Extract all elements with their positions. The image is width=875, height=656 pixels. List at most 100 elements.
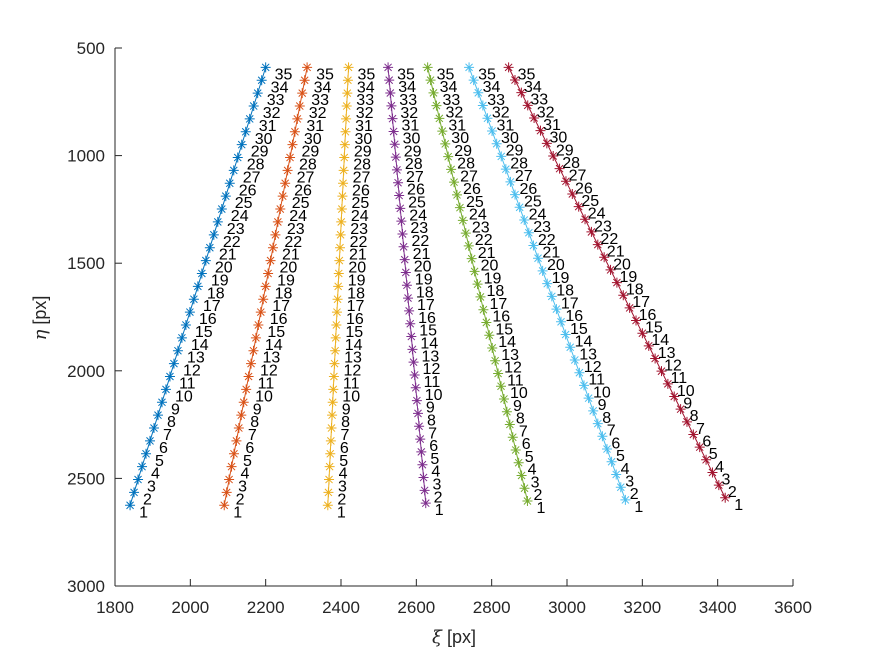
point-label: 16	[270, 311, 288, 328]
data-point	[605, 264, 616, 275]
y-tick-label: 1500	[67, 254, 105, 273]
data-point	[487, 342, 498, 353]
point-label: 32	[492, 105, 510, 122]
data-point	[469, 266, 480, 277]
point-label: 35	[316, 66, 334, 83]
data-point	[475, 291, 486, 302]
point-label: 17	[347, 298, 365, 315]
point-label: 24	[529, 206, 547, 223]
data-point	[322, 500, 333, 511]
data-point	[397, 228, 408, 239]
point-label: 24	[588, 206, 606, 223]
data-point	[335, 229, 346, 240]
data-point	[243, 371, 254, 382]
data-point	[513, 457, 524, 468]
series-2	[219, 62, 313, 511]
data-point	[516, 87, 527, 98]
point-label: 1	[734, 497, 743, 514]
series-layer	[125, 62, 731, 511]
data-point	[573, 201, 584, 212]
data-point	[586, 226, 597, 237]
point-label: 26	[239, 182, 257, 199]
data-point	[238, 397, 249, 408]
point-label: 31	[448, 117, 466, 134]
data-point	[341, 113, 352, 124]
x-axis-symbol: ξ	[432, 627, 443, 648]
data-point	[240, 126, 251, 137]
point-label: 13	[344, 350, 362, 367]
point-label: 7	[340, 427, 349, 444]
point-label: 32	[309, 105, 327, 122]
x-tick-label: 3200	[623, 598, 661, 617]
point-label: 30	[403, 130, 421, 147]
point-label: 13	[262, 350, 280, 367]
point-label: 19	[348, 272, 366, 289]
point-label: 8	[250, 414, 259, 431]
data-point	[226, 461, 237, 472]
data-point	[501, 406, 512, 417]
data-point	[522, 495, 533, 506]
point-label: 4	[339, 466, 348, 483]
point-label: 24	[409, 207, 427, 224]
data-point	[324, 474, 335, 485]
point-label: 7	[607, 423, 616, 440]
point-label: 31	[543, 117, 561, 134]
point-label: 26	[407, 182, 425, 199]
point-label: 23	[227, 221, 245, 238]
point-label: 35	[275, 66, 293, 83]
series-7	[503, 62, 731, 503]
series-1	[125, 62, 271, 511]
point-label: 2	[337, 491, 346, 508]
point-label: 33	[530, 92, 548, 109]
data-point	[337, 191, 348, 202]
data-point	[411, 395, 422, 406]
point-label: 9	[253, 401, 262, 418]
point-label: 31	[402, 118, 420, 135]
data-point	[422, 62, 433, 73]
data-point	[599, 252, 610, 263]
point-label: 5	[243, 453, 252, 470]
point-labels-layer: 1234567891011121314151617181920212223242…	[139, 66, 743, 521]
data-point	[618, 290, 629, 301]
data-point	[265, 255, 276, 266]
data-point	[325, 435, 336, 446]
data-point	[401, 280, 412, 291]
point-label: 3	[721, 471, 730, 488]
point-label: 14	[498, 334, 516, 351]
point-label: 30	[501, 130, 519, 147]
point-label: 21	[282, 247, 300, 264]
data-point	[551, 304, 562, 315]
point-label: 12	[504, 360, 522, 377]
data-point	[507, 432, 518, 443]
data-point	[707, 467, 718, 478]
point-label: 19	[620, 269, 638, 286]
data-point	[248, 101, 259, 112]
data-point	[519, 483, 530, 494]
point-label: 18	[275, 285, 293, 302]
point-label: 25	[351, 195, 369, 212]
point-label: 30	[304, 131, 322, 148]
x-axis-unit: [px]	[442, 627, 476, 647]
point-label: 16	[492, 309, 510, 326]
point-label: 23	[410, 220, 428, 237]
point-label: 15	[195, 324, 213, 341]
y-tick-label: 500	[77, 39, 105, 58]
point-label: 23	[472, 219, 490, 236]
data-point	[256, 75, 267, 86]
data-point	[391, 164, 402, 175]
data-point	[260, 281, 271, 292]
data-point	[252, 88, 263, 99]
point-label: 12	[344, 363, 362, 380]
data-point	[329, 358, 340, 369]
point-label: 7	[428, 425, 437, 442]
point-label: 13	[501, 347, 519, 364]
point-label: 8	[690, 408, 699, 425]
point-label: 28	[405, 156, 423, 173]
data-point	[620, 494, 631, 505]
data-point	[437, 126, 448, 137]
data-point	[302, 62, 313, 73]
point-label: 25	[524, 194, 542, 211]
data-point	[297, 88, 308, 99]
point-label: 5	[155, 453, 164, 470]
data-point	[611, 277, 622, 288]
